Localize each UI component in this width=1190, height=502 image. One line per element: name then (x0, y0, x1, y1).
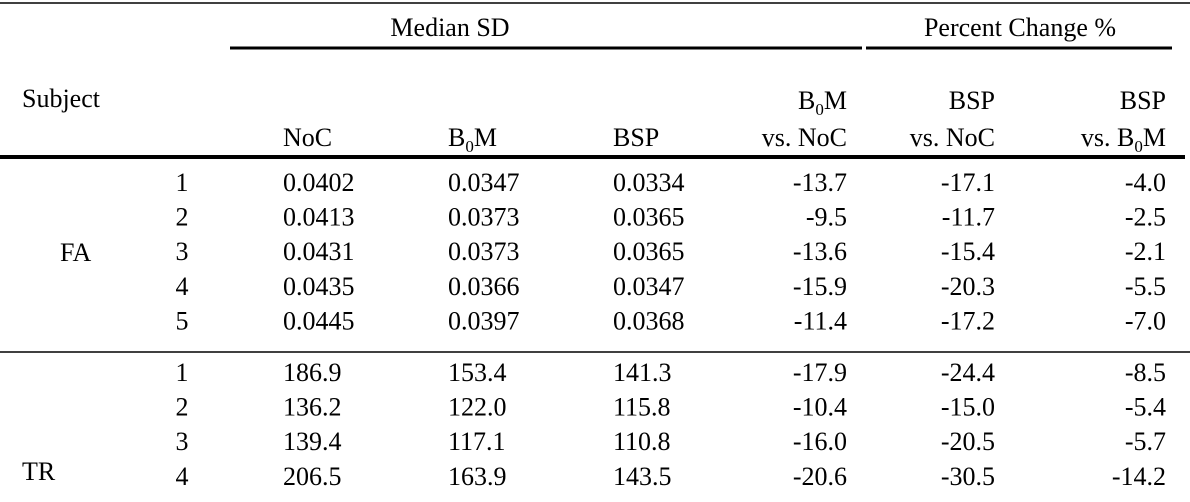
column-header: vs. B0M (1081, 123, 1166, 156)
cell: -15.4 (941, 237, 995, 266)
header-text: M (824, 86, 847, 115)
subject-number: 4 (176, 462, 189, 491)
cell: -5.7 (1125, 427, 1166, 456)
header-text: BSP (949, 86, 995, 115)
header-text: BSP (1120, 86, 1166, 115)
column-header: vs. NoC (910, 123, 995, 152)
cell: -13.6 (793, 237, 847, 266)
spanner: Percent Change % (924, 13, 1116, 42)
cell: 136.2 (283, 393, 342, 422)
header-text: NoC (283, 123, 332, 152)
cell: 0.0365 (613, 203, 685, 232)
cell: 0.0334 (613, 168, 685, 197)
header-text: 0 (465, 137, 474, 156)
cell: 0.0365 (613, 237, 685, 266)
cell: 143.5 (613, 462, 672, 491)
cell: -10.4 (793, 393, 847, 422)
cell: -24.4 (941, 358, 995, 387)
cell: 186.9 (283, 358, 342, 387)
header-text: B (448, 123, 465, 152)
spanner: Median SD (390, 13, 509, 42)
subject-number: 5 (176, 306, 189, 335)
header-text: vs. NoC (762, 123, 847, 152)
cell: 0.0373 (448, 203, 520, 232)
cell: -14.2 (1112, 462, 1166, 491)
column-header: BSP (1120, 86, 1166, 115)
subject-number: 2 (176, 203, 189, 232)
subject-number: 1 (176, 168, 189, 197)
subject-number: 2 (176, 393, 189, 422)
column-header: B0M (448, 123, 497, 156)
subject-number: 1 (176, 358, 189, 387)
cell: -5.4 (1125, 393, 1166, 422)
cell: 0.0402 (283, 168, 355, 197)
cell: -2.5 (1125, 203, 1166, 232)
cell: -4.0 (1125, 168, 1166, 197)
subject-number: 4 (176, 272, 189, 301)
cell: 139.4 (283, 427, 342, 456)
header-text: M (474, 123, 497, 152)
header-text: M (1143, 123, 1166, 152)
group-label: TR (22, 457, 56, 486)
cell: -11.7 (942, 203, 995, 232)
cell: 115.8 (613, 393, 671, 422)
cell: -2.1 (1125, 237, 1166, 266)
cell: 0.0373 (448, 237, 520, 266)
cell: -17.9 (793, 358, 847, 387)
cell: -17.1 (941, 168, 995, 197)
cell: 141.3 (613, 358, 672, 387)
cell: -11.4 (794, 306, 847, 335)
cell: 117.1 (448, 427, 506, 456)
column-header: NoC (283, 123, 332, 152)
header-text: vs. B (1081, 123, 1134, 152)
subject-number: 3 (176, 237, 189, 266)
cell: 0.0347 (613, 272, 685, 301)
column-header: vs. NoC (762, 123, 847, 152)
cell: -30.5 (941, 462, 995, 491)
header-text: B (798, 86, 815, 115)
cell: 0.0397 (448, 306, 520, 335)
header-text: 0 (815, 100, 824, 119)
group-label: FA (60, 238, 92, 267)
cell: -16.0 (793, 427, 847, 456)
cell: 0.0445 (283, 306, 355, 335)
cell: 0.0435 (283, 272, 355, 301)
cell: 0.0368 (613, 306, 685, 335)
cell: -9.5 (806, 203, 847, 232)
cell: 122.0 (448, 393, 507, 422)
column-header: BSP (613, 123, 659, 152)
cell: 110.8 (613, 427, 671, 456)
cell: 0.0431 (283, 237, 355, 266)
cell: -7.0 (1125, 306, 1166, 335)
column-header: BSP (949, 86, 995, 115)
subject-number: 3 (176, 427, 189, 456)
header-text: 0 (1134, 137, 1143, 156)
cell: 0.0366 (448, 272, 520, 301)
cell: 153.4 (448, 358, 507, 387)
cell: -20.5 (941, 427, 995, 456)
cell: 0.0413 (283, 203, 355, 232)
cell: 163.9 (448, 462, 507, 491)
cell: -20.3 (941, 272, 995, 301)
header-text: BSP (613, 123, 659, 152)
cell: -20.6 (793, 462, 847, 491)
subject-header: Subject (22, 84, 101, 113)
column-header: B0M (798, 86, 847, 119)
cell: -5.5 (1125, 272, 1166, 301)
cell: 0.0347 (448, 168, 520, 197)
header-text: vs. NoC (910, 123, 995, 152)
cell: 206.5 (283, 462, 342, 491)
cell: -15.0 (941, 393, 995, 422)
cell: -17.2 (941, 306, 995, 335)
cell: -8.5 (1125, 358, 1166, 387)
cell: -13.7 (793, 168, 847, 197)
cell: -15.9 (793, 272, 847, 301)
